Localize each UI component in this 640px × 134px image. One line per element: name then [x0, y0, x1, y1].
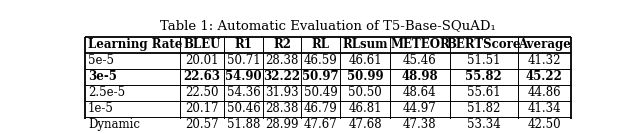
Text: 47.67: 47.67 — [304, 118, 337, 131]
Text: 28.38: 28.38 — [266, 54, 299, 67]
Text: 48.64: 48.64 — [403, 86, 436, 99]
Text: Dynamic: Dynamic — [88, 118, 140, 131]
Text: 55.61: 55.61 — [467, 86, 500, 99]
Text: 54.36: 54.36 — [227, 86, 260, 99]
Text: 20.57: 20.57 — [185, 118, 219, 131]
Text: RL: RL — [312, 38, 330, 51]
Text: 20.17: 20.17 — [186, 102, 219, 115]
Text: BERTScore: BERTScore — [446, 38, 521, 51]
Text: 51.88: 51.88 — [227, 118, 260, 131]
Text: 28.99: 28.99 — [266, 118, 299, 131]
Text: 32.22: 32.22 — [264, 70, 301, 83]
Text: 28.38: 28.38 — [266, 102, 299, 115]
Text: 42.50: 42.50 — [527, 118, 561, 131]
Text: 54.90: 54.90 — [225, 70, 262, 83]
Text: BLEU: BLEU — [183, 38, 221, 51]
Text: 51.82: 51.82 — [467, 102, 500, 115]
Text: 41.34: 41.34 — [527, 102, 561, 115]
Text: 50.99: 50.99 — [347, 70, 383, 83]
Text: 46.81: 46.81 — [348, 102, 382, 115]
Text: 55.82: 55.82 — [465, 70, 502, 83]
Text: 51.51: 51.51 — [467, 54, 500, 67]
Text: 1e-5: 1e-5 — [88, 102, 114, 115]
Text: 22.50: 22.50 — [186, 86, 219, 99]
Text: Table 1: Automatic Evaluation of T5-Base-SQuAD₁: Table 1: Automatic Evaluation of T5-Base… — [160, 19, 496, 32]
Text: 44.97: 44.97 — [403, 102, 436, 115]
Text: 50.97: 50.97 — [302, 70, 339, 83]
Text: 22.63: 22.63 — [184, 70, 221, 83]
Text: 47.38: 47.38 — [403, 118, 436, 131]
Text: 48.98: 48.98 — [401, 70, 438, 83]
Text: 45.46: 45.46 — [403, 54, 436, 67]
Text: 45.22: 45.22 — [526, 70, 563, 83]
Text: RLsum: RLsum — [342, 38, 388, 51]
Text: 41.32: 41.32 — [527, 54, 561, 67]
Text: 50.49: 50.49 — [304, 86, 337, 99]
Text: 50.46: 50.46 — [227, 102, 260, 115]
Text: 3e-5: 3e-5 — [88, 70, 117, 83]
Text: R1: R1 — [235, 38, 252, 51]
Text: 44.86: 44.86 — [527, 86, 561, 99]
Text: 2.5e-5: 2.5e-5 — [88, 86, 125, 99]
Text: Learning Rate: Learning Rate — [88, 38, 182, 51]
Text: 46.59: 46.59 — [304, 54, 337, 67]
Text: METEOR: METEOR — [390, 38, 450, 51]
Text: 50.50: 50.50 — [348, 86, 382, 99]
Text: 50.71: 50.71 — [227, 54, 260, 67]
Text: 53.34: 53.34 — [467, 118, 500, 131]
Text: 47.68: 47.68 — [348, 118, 382, 131]
Text: 5e-5: 5e-5 — [88, 54, 114, 67]
Text: R2: R2 — [273, 38, 291, 51]
Text: 31.93: 31.93 — [265, 86, 299, 99]
Text: Average: Average — [518, 38, 571, 51]
Text: 20.01: 20.01 — [186, 54, 219, 67]
Text: 46.61: 46.61 — [348, 54, 382, 67]
Text: 46.79: 46.79 — [304, 102, 337, 115]
